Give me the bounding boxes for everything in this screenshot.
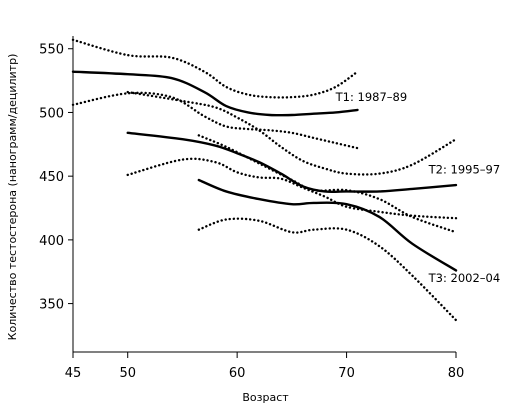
series-layer: T1: 1987–89 T2: 1995–97 T3: 2002–04 — [71, 38, 501, 322]
x-ticks: 45 50 60 70 80 — [65, 352, 465, 381]
series-1-lower-bound — [71, 91, 359, 150]
series-2: T2: 1995–97 — [126, 90, 501, 220]
series-2-label: T2: 1995–97 — [428, 163, 501, 177]
series-1-label: T1: 1987–89 — [335, 90, 408, 104]
y-axis-label: Количество тестостерона (нанограмм/децил… — [6, 54, 19, 341]
series-1-line — [71, 70, 359, 117]
y-tick-label: 450 — [39, 170, 64, 185]
series-1: T1: 1987–89 — [71, 38, 408, 150]
y-tick-label: 500 — [39, 106, 64, 121]
x-tick-label: 80 — [448, 366, 465, 381]
series-2-line — [126, 131, 458, 194]
x-tick-label: 50 — [119, 366, 136, 381]
y-tick-label: 400 — [39, 234, 64, 249]
x-tick-label: 70 — [338, 366, 355, 381]
series-3-upper-bound — [197, 134, 458, 234]
series-3-label: T3: 2002–04 — [428, 271, 501, 285]
y-ticks: 350 400 450 500 550 — [39, 43, 73, 313]
x-axis-label: Возраст — [242, 391, 289, 404]
series-3: T3: 2002–04 — [197, 134, 501, 322]
series-1-upper-bound — [71, 38, 359, 99]
axes: 45 50 60 70 80 350 400 450 500 550 — [39, 36, 464, 381]
y-tick-label: 550 — [39, 43, 64, 58]
series-2-lower-bound — [126, 157, 458, 220]
y-tick-label: 350 — [39, 298, 64, 313]
x-tick-label: 45 — [65, 366, 82, 381]
series-2-upper-bound — [126, 90, 458, 176]
series-3-lower-bound — [197, 217, 458, 322]
series-3-line — [197, 178, 458, 272]
x-tick-label: 60 — [229, 366, 246, 381]
